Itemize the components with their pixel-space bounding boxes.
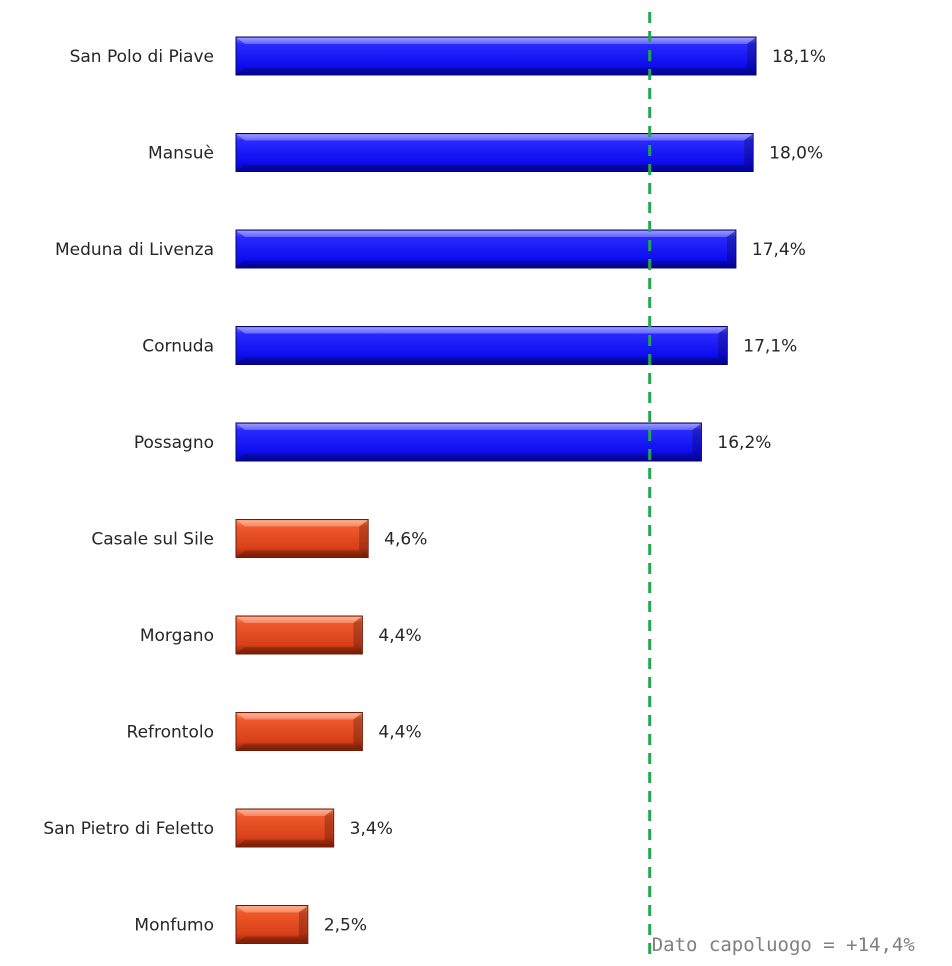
bar-bevel-top bbox=[237, 231, 735, 237]
bar-group-morgano: Morgano 4,4% bbox=[140, 615, 422, 655]
value-label: 18,0% bbox=[769, 144, 823, 164]
reference-line-layer: Dato capoluogo = +14,4% bbox=[648, 12, 916, 958]
bar-bevel-bottom bbox=[237, 357, 727, 364]
bar-bevel-top bbox=[237, 327, 727, 334]
bar-bevel-bottom bbox=[237, 68, 756, 74]
bar bbox=[235, 905, 309, 944]
bar-bevel-top bbox=[237, 520, 368, 527]
bar-bevel-bottom bbox=[237, 164, 753, 171]
value-label: 17,1% bbox=[743, 337, 797, 357]
bar bbox=[235, 422, 702, 462]
bar bbox=[235, 808, 335, 848]
bar-bevel-bottom bbox=[237, 647, 362, 653]
bar bbox=[235, 519, 369, 558]
bar-bevel-bottom bbox=[237, 261, 735, 267]
value-label: 4,6% bbox=[384, 530, 427, 550]
value-label: 16,2% bbox=[717, 433, 771, 453]
bar-bevel-bottom bbox=[237, 840, 333, 846]
bar-group-monfumo: Monfumo 2,5% bbox=[134, 905, 367, 944]
category-label: Mansuè bbox=[148, 144, 214, 164]
reference-line-label: Dato capoluogo = +14,4% bbox=[652, 934, 916, 956]
category-label: Cornuda bbox=[142, 337, 214, 357]
bar-bevel-right bbox=[744, 134, 753, 171]
bar-bevel-right bbox=[298, 906, 307, 943]
value-label: 17,4% bbox=[752, 240, 806, 260]
bar bbox=[235, 133, 754, 172]
category-label: Casale sul Sile bbox=[91, 530, 214, 550]
bar-bevel-top bbox=[237, 617, 362, 623]
category-label: Morgano bbox=[140, 626, 214, 646]
bar-bevel-top bbox=[237, 906, 307, 913]
category-label: Refrontolo bbox=[127, 723, 214, 743]
bar bbox=[235, 326, 728, 365]
bar-group-refrontolo: Refrontolo 4,4% bbox=[127, 712, 422, 751]
bar-bevel-top bbox=[237, 424, 701, 430]
bar-bevel-top bbox=[237, 38, 756, 44]
category-label: Meduna di Livenza bbox=[55, 240, 214, 260]
value-label: 18,1% bbox=[772, 47, 826, 67]
bar bbox=[235, 36, 757, 76]
bars-layer: San Polo di Piave 18,1% Mansuè 18,0% Meduna … bbox=[43, 36, 826, 944]
bar-bevel-right bbox=[747, 38, 756, 74]
category-label: Possagno bbox=[134, 433, 214, 453]
bar-group-mansue: Mansuè 18,0% bbox=[148, 133, 823, 172]
bar-bevel-top bbox=[237, 810, 333, 816]
bar-bevel-top bbox=[237, 713, 362, 720]
bar bbox=[235, 229, 737, 269]
value-label: 4,4% bbox=[378, 626, 421, 646]
bar-group-casale-sul-sile: Casale sul Sile 4,6% bbox=[91, 519, 427, 558]
bar-bevel-right bbox=[353, 617, 362, 653]
bar-group-san-pietro-di-feletto: San Pietro di Feletto 3,4% bbox=[43, 808, 393, 848]
bar-bevel-right bbox=[324, 810, 333, 846]
value-label: 2,5% bbox=[324, 916, 367, 936]
category-label: San Polo di Piave bbox=[70, 47, 214, 67]
bar-group-meduna-di-livenza: Meduna di Livenza 17,4% bbox=[55, 229, 806, 269]
value-label: 4,4% bbox=[378, 723, 421, 743]
category-label: San Pietro di Feletto bbox=[43, 819, 214, 839]
bar-bevel-right bbox=[353, 713, 362, 750]
bar-group-cornuda: Cornuda 17,1% bbox=[142, 326, 797, 365]
category-label: Monfumo bbox=[134, 916, 214, 936]
bar-group-san-polo-di-piave: San Polo di Piave 18,1% bbox=[70, 36, 826, 76]
value-label: 3,4% bbox=[350, 819, 393, 839]
bar bbox=[235, 712, 363, 751]
bar bbox=[235, 615, 363, 655]
bar-bevel-bottom bbox=[237, 936, 307, 943]
bar-bevel-bottom bbox=[237, 454, 701, 460]
bar-bevel-right bbox=[359, 520, 368, 557]
bar-group-possagno: Possagno 16,2% bbox=[134, 422, 771, 462]
bar-bevel-right bbox=[726, 231, 735, 267]
bar-bevel-right bbox=[692, 424, 701, 460]
bar-bevel-bottom bbox=[237, 743, 362, 750]
bar-bevel-top bbox=[237, 134, 753, 141]
bar-bevel-bottom bbox=[237, 550, 368, 557]
bar-bevel-right bbox=[718, 327, 727, 364]
